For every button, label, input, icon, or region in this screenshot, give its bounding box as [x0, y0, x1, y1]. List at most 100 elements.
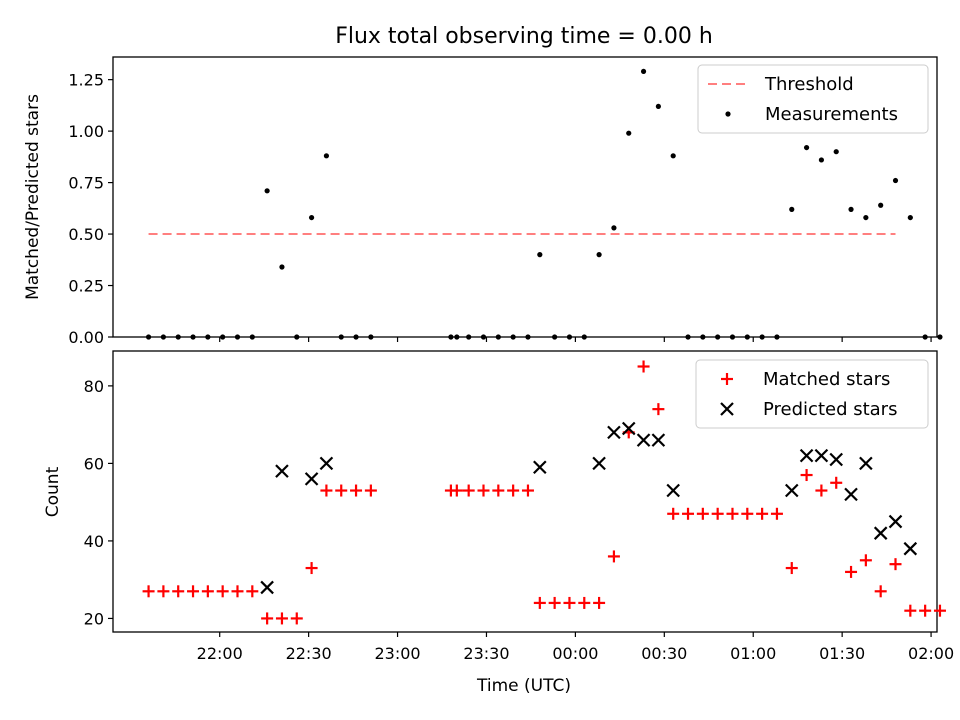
matched-point	[845, 565, 858, 578]
matched-point	[261, 612, 274, 625]
figure-title: Flux total observing time = 0.00 h	[335, 24, 713, 49]
matched-point	[172, 585, 185, 598]
matched-point	[682, 507, 695, 520]
predicted-point	[829, 452, 844, 467]
measurement-point	[566, 334, 573, 340]
measurement-point	[294, 334, 300, 340]
matched-point	[477, 484, 490, 497]
measurement-point	[145, 334, 152, 340]
measurement-point	[234, 334, 241, 340]
predicted-point	[814, 448, 829, 463]
measurement-point	[833, 149, 839, 155]
measurement-point	[715, 334, 721, 340]
matched-point	[578, 596, 591, 609]
predicted-point	[275, 464, 289, 478]
y-tick-label: 40	[84, 532, 104, 551]
legend-matched-swatch	[721, 373, 733, 385]
matched-point	[231, 585, 244, 598]
matched-point	[320, 484, 333, 497]
predicted-point	[903, 541, 918, 556]
predicted-point	[888, 514, 903, 529]
measurement-point	[907, 214, 913, 221]
predicted-point	[319, 456, 334, 471]
predicted-point	[592, 456, 606, 471]
matched-point	[533, 596, 546, 609]
matched-point	[726, 507, 739, 520]
measurement-point	[581, 334, 587, 340]
matched-point	[157, 585, 170, 598]
matched-point	[275, 612, 288, 625]
legend-predicted-label: Predicted stars	[763, 399, 897, 420]
measurement-point	[670, 153, 676, 159]
matched-point	[364, 484, 377, 497]
predicted-point	[304, 472, 319, 486]
matched-point	[874, 585, 887, 598]
matched-point	[859, 554, 872, 567]
matched-point	[450, 484, 463, 497]
measurement-point	[510, 334, 516, 340]
measurement-point	[338, 334, 344, 340]
matched-point	[741, 507, 754, 520]
x-tick-label: 22:30	[286, 644, 332, 663]
y-tick-label: 80	[84, 377, 104, 396]
y-tick-label: 0.25	[68, 277, 104, 296]
y-tick-label: 0.00	[68, 328, 104, 347]
bottom-x-ticks: 22:00 22:30 23:00 23:30 00:00 00:30 01:00 01:30…	[197, 632, 954, 663]
matched-point	[290, 612, 303, 625]
predicted-point	[621, 421, 636, 436]
measurement-point	[353, 334, 359, 340]
x-tick-label: 23:00	[374, 644, 420, 663]
legend-predicted-swatch	[720, 402, 734, 416]
matched-point	[462, 484, 475, 497]
matched-point	[492, 484, 505, 497]
matched-point	[607, 550, 620, 563]
y-tick-label: 1.00	[68, 122, 104, 141]
measurement-point	[160, 334, 166, 340]
y-tick-label: 60	[84, 454, 104, 473]
matched-point	[815, 484, 828, 497]
matched-point	[187, 585, 200, 598]
matched-point	[637, 360, 650, 373]
matched-point	[667, 507, 680, 520]
legend-measurements-swatch	[725, 111, 731, 117]
predicted-point	[651, 433, 666, 447]
matched-point	[770, 507, 783, 520]
measurement-point	[818, 157, 825, 163]
measurement-point	[878, 202, 884, 208]
bottom-legend: Matched stars Predicted stars	[695, 359, 929, 429]
x-tick-label: 01:00	[730, 644, 776, 663]
matched-point	[756, 507, 769, 520]
bottom-panel: 20 40 60 80 22:00 22:30 23:00 23:30 00:00 00:30 0…	[43, 350, 954, 696]
bottom-matched-points	[142, 360, 946, 625]
matched-point	[216, 585, 229, 598]
measurement-point	[525, 334, 531, 340]
measurement-point	[759, 334, 765, 340]
matched-point	[919, 604, 932, 617]
measurement-point	[537, 252, 543, 258]
matched-point	[593, 596, 606, 609]
matched-point	[548, 596, 561, 609]
x-tick-label: 22:00	[197, 644, 243, 663]
top-y-ticks: 0.00 0.25 0.50 0.75 1.00 1.25	[68, 71, 113, 347]
matched-point	[711, 507, 724, 520]
matched-point	[507, 484, 520, 497]
matched-point	[696, 507, 709, 520]
matched-point	[563, 596, 576, 609]
legend-measurements-label: Measurements	[765, 104, 898, 125]
predicted-point	[666, 483, 680, 498]
measurement-point	[495, 334, 501, 340]
measurement-point	[685, 334, 691, 340]
legend-matched-label: Matched stars	[763, 369, 890, 390]
measurement-point	[480, 334, 487, 340]
y-tick-label: 1.25	[68, 71, 104, 90]
measurement-point	[264, 188, 270, 194]
measurement-point	[626, 130, 632, 136]
matched-point	[246, 585, 259, 598]
predicted-point	[799, 448, 814, 463]
top-legend-box	[697, 64, 929, 134]
x-tick-label: 00:30	[641, 644, 687, 663]
predicted-point	[260, 580, 274, 595]
matched-point	[933, 604, 946, 617]
x-tick-label: 01:30	[819, 644, 865, 663]
top-legend: Threshold Measurements	[697, 64, 929, 134]
